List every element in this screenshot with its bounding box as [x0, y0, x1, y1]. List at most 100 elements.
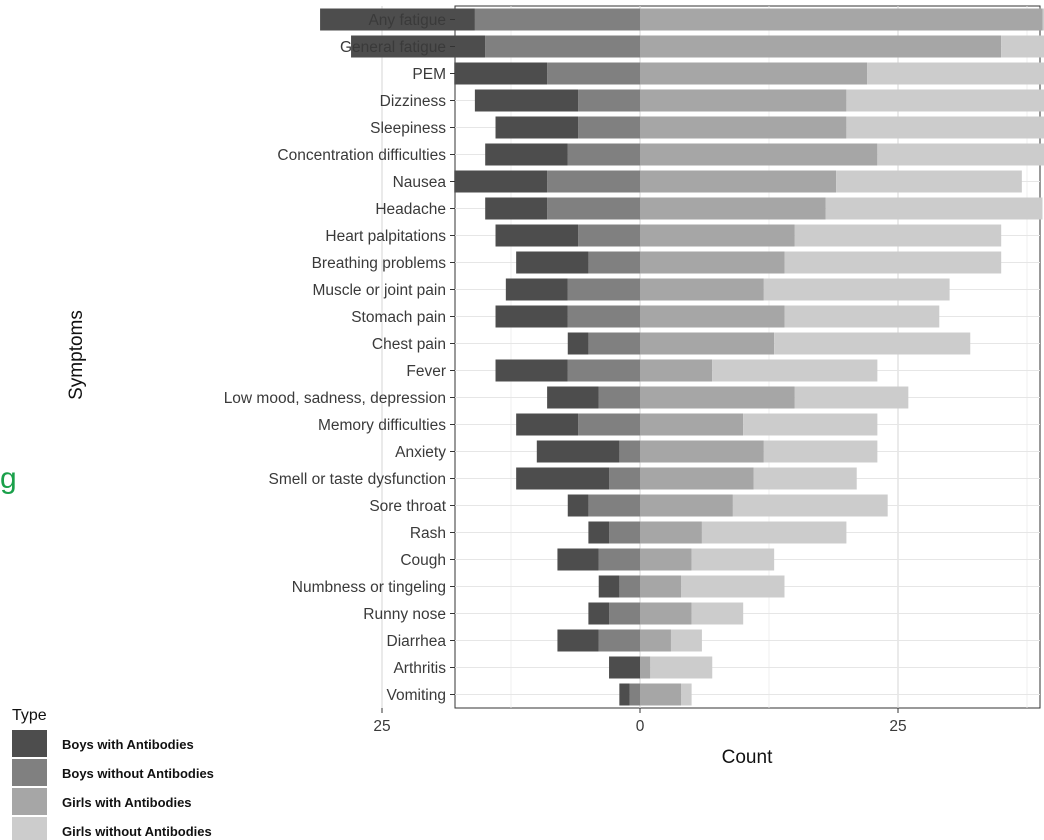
y-tick-label: Sleepiness — [370, 120, 446, 137]
bar-girls-without-antibodies-stomach-pain — [784, 305, 940, 328]
bar-girls-with-antibodies-fever — [640, 359, 713, 382]
bar-boys-with-antibodies-low-mood-sadness-depression — [547, 386, 599, 409]
bar-girls-with-antibodies-headache — [640, 197, 826, 220]
bars — [320, 8, 1044, 706]
bar-boys-without-antibodies-runny-nose — [609, 602, 640, 625]
y-tick-label: Fever — [406, 363, 446, 380]
legend-label-girls-with-antibodies: Girls with Antibodies — [62, 795, 192, 810]
y-tick-label: Memory difficulties — [318, 417, 446, 434]
bar-girls-without-antibodies-memory-difficulties — [743, 413, 878, 436]
bar-girls-without-antibodies-any-fatigue — [1042, 8, 1044, 31]
x-tick-label: 25 — [889, 718, 906, 735]
bar-girls-with-antibodies-dizziness — [640, 89, 847, 112]
bar-girls-with-antibodies-sleepiness — [640, 116, 847, 139]
bar-boys-with-antibodies-runny-nose — [588, 602, 610, 625]
bar-boys-without-antibodies-diarrhea — [598, 629, 640, 652]
bar-boys-without-antibodies-rash — [609, 521, 640, 544]
bar-boys-without-antibodies-cough — [598, 548, 640, 571]
bar-girls-without-antibodies-arthritis — [650, 656, 713, 679]
bar-girls-without-antibodies-smell-or-taste-dysfunction — [753, 467, 857, 490]
bar-girls-without-antibodies-fever — [712, 359, 878, 382]
bar-girls-without-antibodies-nausea — [836, 170, 1022, 193]
bar-girls-without-antibodies-heart-palpitations — [794, 224, 1002, 247]
y-tick-label: Headache — [375, 201, 446, 218]
bar-girls-with-antibodies-smell-or-taste-dysfunction — [640, 467, 754, 490]
bar-girls-without-antibodies-headache — [825, 197, 1043, 220]
x-tick-label: 0 — [636, 718, 645, 735]
legend-key-girls-with-antibodies — [12, 788, 47, 815]
y-tick-label: Nausea — [393, 174, 447, 191]
y-tick-label: Concentration difficulties — [277, 147, 446, 164]
bar-girls-without-antibodies-sore-throat — [732, 494, 888, 517]
bar-girls-without-antibodies-dizziness — [846, 89, 1044, 112]
bar-boys-with-antibodies-stomach-pain — [495, 305, 568, 328]
bar-girls-without-antibodies-runny-nose — [691, 602, 744, 625]
y-tick-label: Rash — [410, 525, 446, 542]
bar-boys-with-antibodies-nausea — [454, 170, 548, 193]
bar-boys-without-antibodies-dizziness — [578, 89, 640, 112]
bar-boys-with-antibodies-breathing-problems — [516, 251, 589, 274]
bar-boys-without-antibodies-pem — [547, 62, 640, 85]
bar-boys-without-antibodies-sleepiness — [578, 116, 640, 139]
y-tick-label: Numbness or tingeling — [292, 579, 446, 596]
y-axis: Any fatigue General fatigue PEM Dizziness Sl… — [224, 12, 455, 704]
bar-girls-with-antibodies-nausea — [640, 170, 837, 193]
bar-girls-without-antibodies-rash — [701, 521, 847, 544]
bar-boys-with-antibodies-headache — [485, 197, 548, 220]
bar-boys-with-antibodies-vomiting — [619, 683, 630, 706]
y-tick-label: Anxiety — [395, 444, 446, 461]
y-tick-label: General fatigue — [340, 39, 446, 56]
bar-boys-with-antibodies-heart-palpitations — [495, 224, 579, 247]
bar-boys-without-antibodies-breathing-problems — [588, 251, 640, 274]
legend-key-boys-without-antibodies — [12, 759, 47, 786]
bar-girls-without-antibodies-breathing-problems — [784, 251, 1002, 274]
bar-boys-with-antibodies-fever — [495, 359, 568, 382]
bar-girls-with-antibodies-diarrhea — [640, 629, 671, 652]
bar-girls-without-antibodies-anxiety — [763, 440, 878, 463]
y-tick-label: Breathing problems — [312, 255, 447, 272]
x-axis-title: Count — [722, 747, 773, 768]
bar-girls-with-antibodies-chest-pain — [640, 332, 775, 355]
bar-boys-with-antibodies-arthritis — [609, 656, 640, 679]
bar-girls-without-antibodies-cough — [691, 548, 775, 571]
bar-girls-without-antibodies-muscle-or-joint-pain — [763, 278, 950, 301]
bar-boys-with-antibodies-anxiety — [536, 440, 620, 463]
bar-boys-without-antibodies-muscle-or-joint-pain — [567, 278, 640, 301]
y-tick-label: Muscle or joint pain — [312, 282, 446, 299]
stray-text: g — [0, 462, 17, 495]
legend-key-girls-without-antibodies — [12, 817, 47, 840]
bar-girls-with-antibodies-runny-nose — [640, 602, 692, 625]
bar-boys-without-antibodies-anxiety — [619, 440, 640, 463]
bar-boys-with-antibodies-dizziness — [474, 89, 579, 112]
bar-girls-with-antibodies-rash — [640, 521, 702, 544]
bar-girls-without-antibodies-vomiting — [681, 683, 692, 706]
bar-boys-without-antibodies-smell-or-taste-dysfunction — [609, 467, 640, 490]
bar-boys-with-antibodies-muscle-or-joint-pain — [505, 278, 568, 301]
bar-boys-with-antibodies-numbness-or-tingeling — [598, 575, 620, 598]
bar-boys-without-antibodies-fever — [567, 359, 640, 382]
bar-girls-without-antibodies-diarrhea — [670, 629, 702, 652]
y-tick-label: Cough — [400, 552, 446, 569]
bar-girls-without-antibodies-numbness-or-tingeling — [681, 575, 785, 598]
y-tick-label: Arthritis — [393, 660, 446, 677]
bar-boys-with-antibodies-concentration-difficulties — [485, 143, 568, 166]
bar-boys-without-antibodies-nausea — [547, 170, 640, 193]
bar-boys-without-antibodies-general-fatigue — [485, 35, 640, 58]
bar-girls-with-antibodies-breathing-problems — [640, 251, 785, 274]
bar-boys-with-antibodies-pem — [454, 62, 548, 85]
bar-girls-with-antibodies-concentration-difficulties — [640, 143, 878, 166]
bar-boys-with-antibodies-memory-difficulties — [516, 413, 579, 436]
bar-girls-with-antibodies-numbness-or-tingeling — [640, 575, 682, 598]
bar-boys-with-antibodies-sleepiness — [495, 116, 579, 139]
bar-boys-with-antibodies-diarrhea — [557, 629, 599, 652]
x-tick-label: 25 — [373, 718, 390, 735]
bar-girls-with-antibodies-stomach-pain — [640, 305, 785, 328]
bar-boys-without-antibodies-low-mood-sadness-depression — [598, 386, 640, 409]
legend-title: Type — [12, 707, 47, 724]
bar-boys-without-antibodies-vomiting — [629, 683, 640, 706]
bar-girls-with-antibodies-muscle-or-joint-pain — [640, 278, 764, 301]
legend-label-boys-with-antibodies: Boys with Antibodies — [62, 737, 194, 752]
bar-girls-with-antibodies-memory-difficulties — [640, 413, 744, 436]
bar-girls-with-antibodies-heart-palpitations — [640, 224, 795, 247]
